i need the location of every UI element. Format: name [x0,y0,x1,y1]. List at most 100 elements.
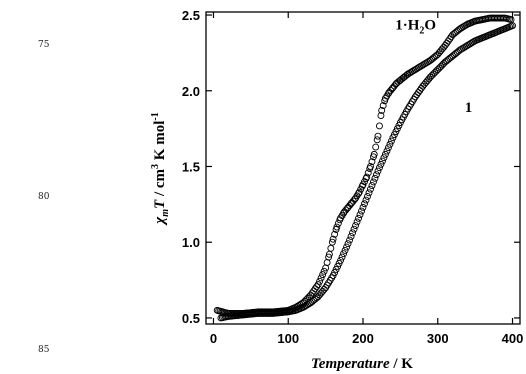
data-point-interp [331,230,339,238]
data-point-interp [311,285,319,293]
data-point-interp [384,144,392,152]
data-point-interp [334,219,342,227]
data-point-interp [375,122,383,130]
data-point-interp [373,136,381,144]
data-point-interp [338,253,346,261]
data-point-interp [387,137,395,145]
data-point-interp [395,122,403,130]
data-point-interp [355,214,362,222]
data-point-interp [377,160,385,168]
data-point [367,185,374,193]
x-axis-title-main: Temperature [311,356,390,372]
data-point-interp [446,54,454,62]
data-point-interp [317,274,325,282]
data-point-interp [431,53,439,61]
data-point-interp [347,233,355,240]
data-point-interp [319,287,327,295]
axis-ticks: 0 100 200 300 400 0.5 1.0 1.5 2.0 2.5 [182,8,523,346]
data-point-interp [506,15,513,23]
data-point-interp [343,243,351,251]
data-point-interp [377,112,385,120]
y-tick-label: 2.5 [182,8,200,23]
data-point-interp [325,253,333,261]
margin-number-80: 80 [38,192,50,202]
data-point-interp [328,274,336,282]
margin-number-85: 85 [38,345,50,355]
data-point-interp [423,77,431,85]
data-point-interp [366,165,374,173]
x-tick-label: 200 [352,331,374,346]
data-point-interp [355,189,362,197]
x-tick-label: 300 [427,331,449,346]
x-tick-label: 400 [502,331,524,346]
data-point-interp [319,271,327,279]
y-tick-label: 0.5 [182,311,200,326]
data-point-interp [340,250,348,258]
data-point [344,240,352,248]
data-point-interp [431,69,439,77]
data-point-interp [365,189,373,197]
data-point-interp [341,246,349,254]
data-point-interp [336,216,344,224]
series-layer [213,14,516,322]
data-point-interp [378,157,386,165]
y-axis-title: χmT / cm3 K mol-1 [150,112,171,225]
data-point-interp [316,277,324,285]
data-point-interp [358,207,365,215]
data-point-interp [386,140,394,148]
data-point-interp [332,226,340,233]
data-point-interp [311,295,319,303]
data-point-interp [375,164,383,172]
data-point-interp [370,153,377,161]
data-point-interp [320,267,328,275]
data-point-interp [364,169,372,177]
data-point [378,106,386,114]
data-point-interp [477,34,485,42]
data-point-interp [342,206,350,214]
data-point-interp [485,31,493,39]
data-point-interp [453,48,461,56]
data-point-interp [328,238,336,246]
x-axis-title-unit: / K [390,356,414,372]
data-point [374,167,382,175]
series-hydrate [213,14,515,317]
data-point [359,203,367,211]
data-point-interp [387,87,395,94]
data-point-interp [390,82,398,90]
data-point-interp [362,196,370,204]
data-point-interp [361,200,368,208]
data-point-interp [438,45,446,53]
data-point-interp [383,147,391,155]
data-point-interp [416,87,424,94]
y-tick-label: 1.0 [182,235,200,250]
y-tick-label: 1.5 [182,159,200,174]
data-point-interp [346,202,353,210]
data-point-interp [446,35,454,43]
data-point-interp [372,143,380,151]
series-anhydrous [217,22,516,322]
data-point-interp [313,283,321,291]
data-point-interp [368,182,376,190]
data-point-interp [500,25,508,33]
data-point-interp [373,171,380,179]
data-point-interp [370,178,377,186]
data-point-interp [350,225,358,233]
data-point [329,235,337,243]
data-point-interp [353,218,361,226]
data-point [374,132,382,140]
data-point-interp [349,197,357,205]
data-point-interp [507,22,515,30]
data-point-interp [364,193,371,200]
data-point-interp [335,259,343,267]
series-label-hydrate: 1·H2O [395,17,436,36]
x-tick-label: 0 [210,331,217,346]
data-point-interp [290,307,298,315]
data-point-interp [327,244,335,252]
data-point-interp [453,27,461,35]
series-label-anhydrous: 1 [465,100,473,116]
data-point-interp [371,174,379,182]
data-point-interp [362,175,370,183]
x-axis-title: Temperature / K [311,356,413,372]
data-point-interp [356,211,364,219]
x-tick-label: 100 [277,331,299,346]
